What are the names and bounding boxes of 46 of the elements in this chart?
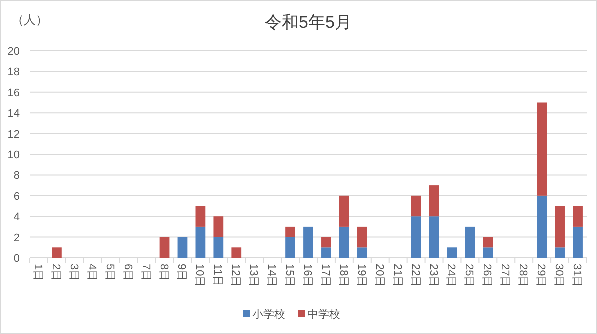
x-tick-label: 24日 — [445, 264, 458, 288]
y-tick-label: 18 — [8, 66, 20, 79]
y-tick-label: 2 — [14, 232, 20, 244]
x-tick-label: 2日 — [50, 264, 62, 282]
x-tick-label: 22日 — [409, 264, 422, 288]
x-tick-label: 19日 — [355, 264, 368, 288]
y-axis-title: （人） — [12, 13, 48, 27]
y-tick-label: 6 — [14, 190, 20, 203]
x-tick-label: 25日 — [463, 264, 476, 288]
x-tick-label: 23日 — [427, 264, 440, 288]
x-tick-label: 27日 — [499, 264, 512, 288]
x-tick-label: 15日 — [284, 264, 296, 288]
chart-title: 令和5年5月 — [265, 13, 352, 32]
y-tick-label: 8 — [14, 170, 20, 182]
x-tick-label: 9日 — [176, 264, 188, 282]
x-tick-label: 3日 — [68, 264, 80, 282]
y-tick-label: 0 — [14, 253, 20, 265]
y-tick-label: 14 — [8, 108, 20, 120]
x-tick-label: 11日 — [212, 264, 224, 286]
legend-label: 小学校 — [252, 308, 286, 321]
x-tick-label: 10日 — [194, 264, 206, 288]
y-tick-label: 12 — [8, 128, 20, 141]
y-tick-label: 10 — [8, 150, 20, 162]
x-tick-label: 30日 — [553, 264, 566, 288]
x-tick-label: 26日 — [481, 264, 494, 288]
x-tick-label: 1日 — [32, 264, 44, 282]
x-tick-label: 29日 — [535, 264, 548, 288]
x-tick-label: 31日 — [571, 264, 584, 288]
x-tick-label: 6日 — [122, 264, 134, 282]
x-tick-label: 5日 — [104, 264, 116, 282]
x-tick-label: 8日 — [158, 264, 170, 282]
x-tick-label: 20日 — [373, 264, 386, 288]
x-tick-label: 17日 — [319, 264, 332, 288]
x-tick-label: 12日 — [230, 264, 242, 288]
x-tick-label: 18日 — [337, 264, 350, 288]
x-tick-label: 16日 — [302, 264, 314, 288]
x-tick-label: 4日 — [86, 264, 98, 282]
y-tick-label: 4 — [14, 212, 20, 224]
x-tick-label: 21日 — [391, 264, 404, 288]
x-tick-label: 7日 — [140, 264, 152, 282]
x-tick-label: 28日 — [517, 264, 530, 288]
legend-label: 中学校 — [308, 308, 340, 321]
y-tick-label: 16 — [8, 87, 20, 100]
y-tick-label: 20 — [8, 46, 20, 58]
x-tick-label: 13日 — [248, 264, 260, 288]
x-tick-label: 14日 — [266, 264, 278, 288]
